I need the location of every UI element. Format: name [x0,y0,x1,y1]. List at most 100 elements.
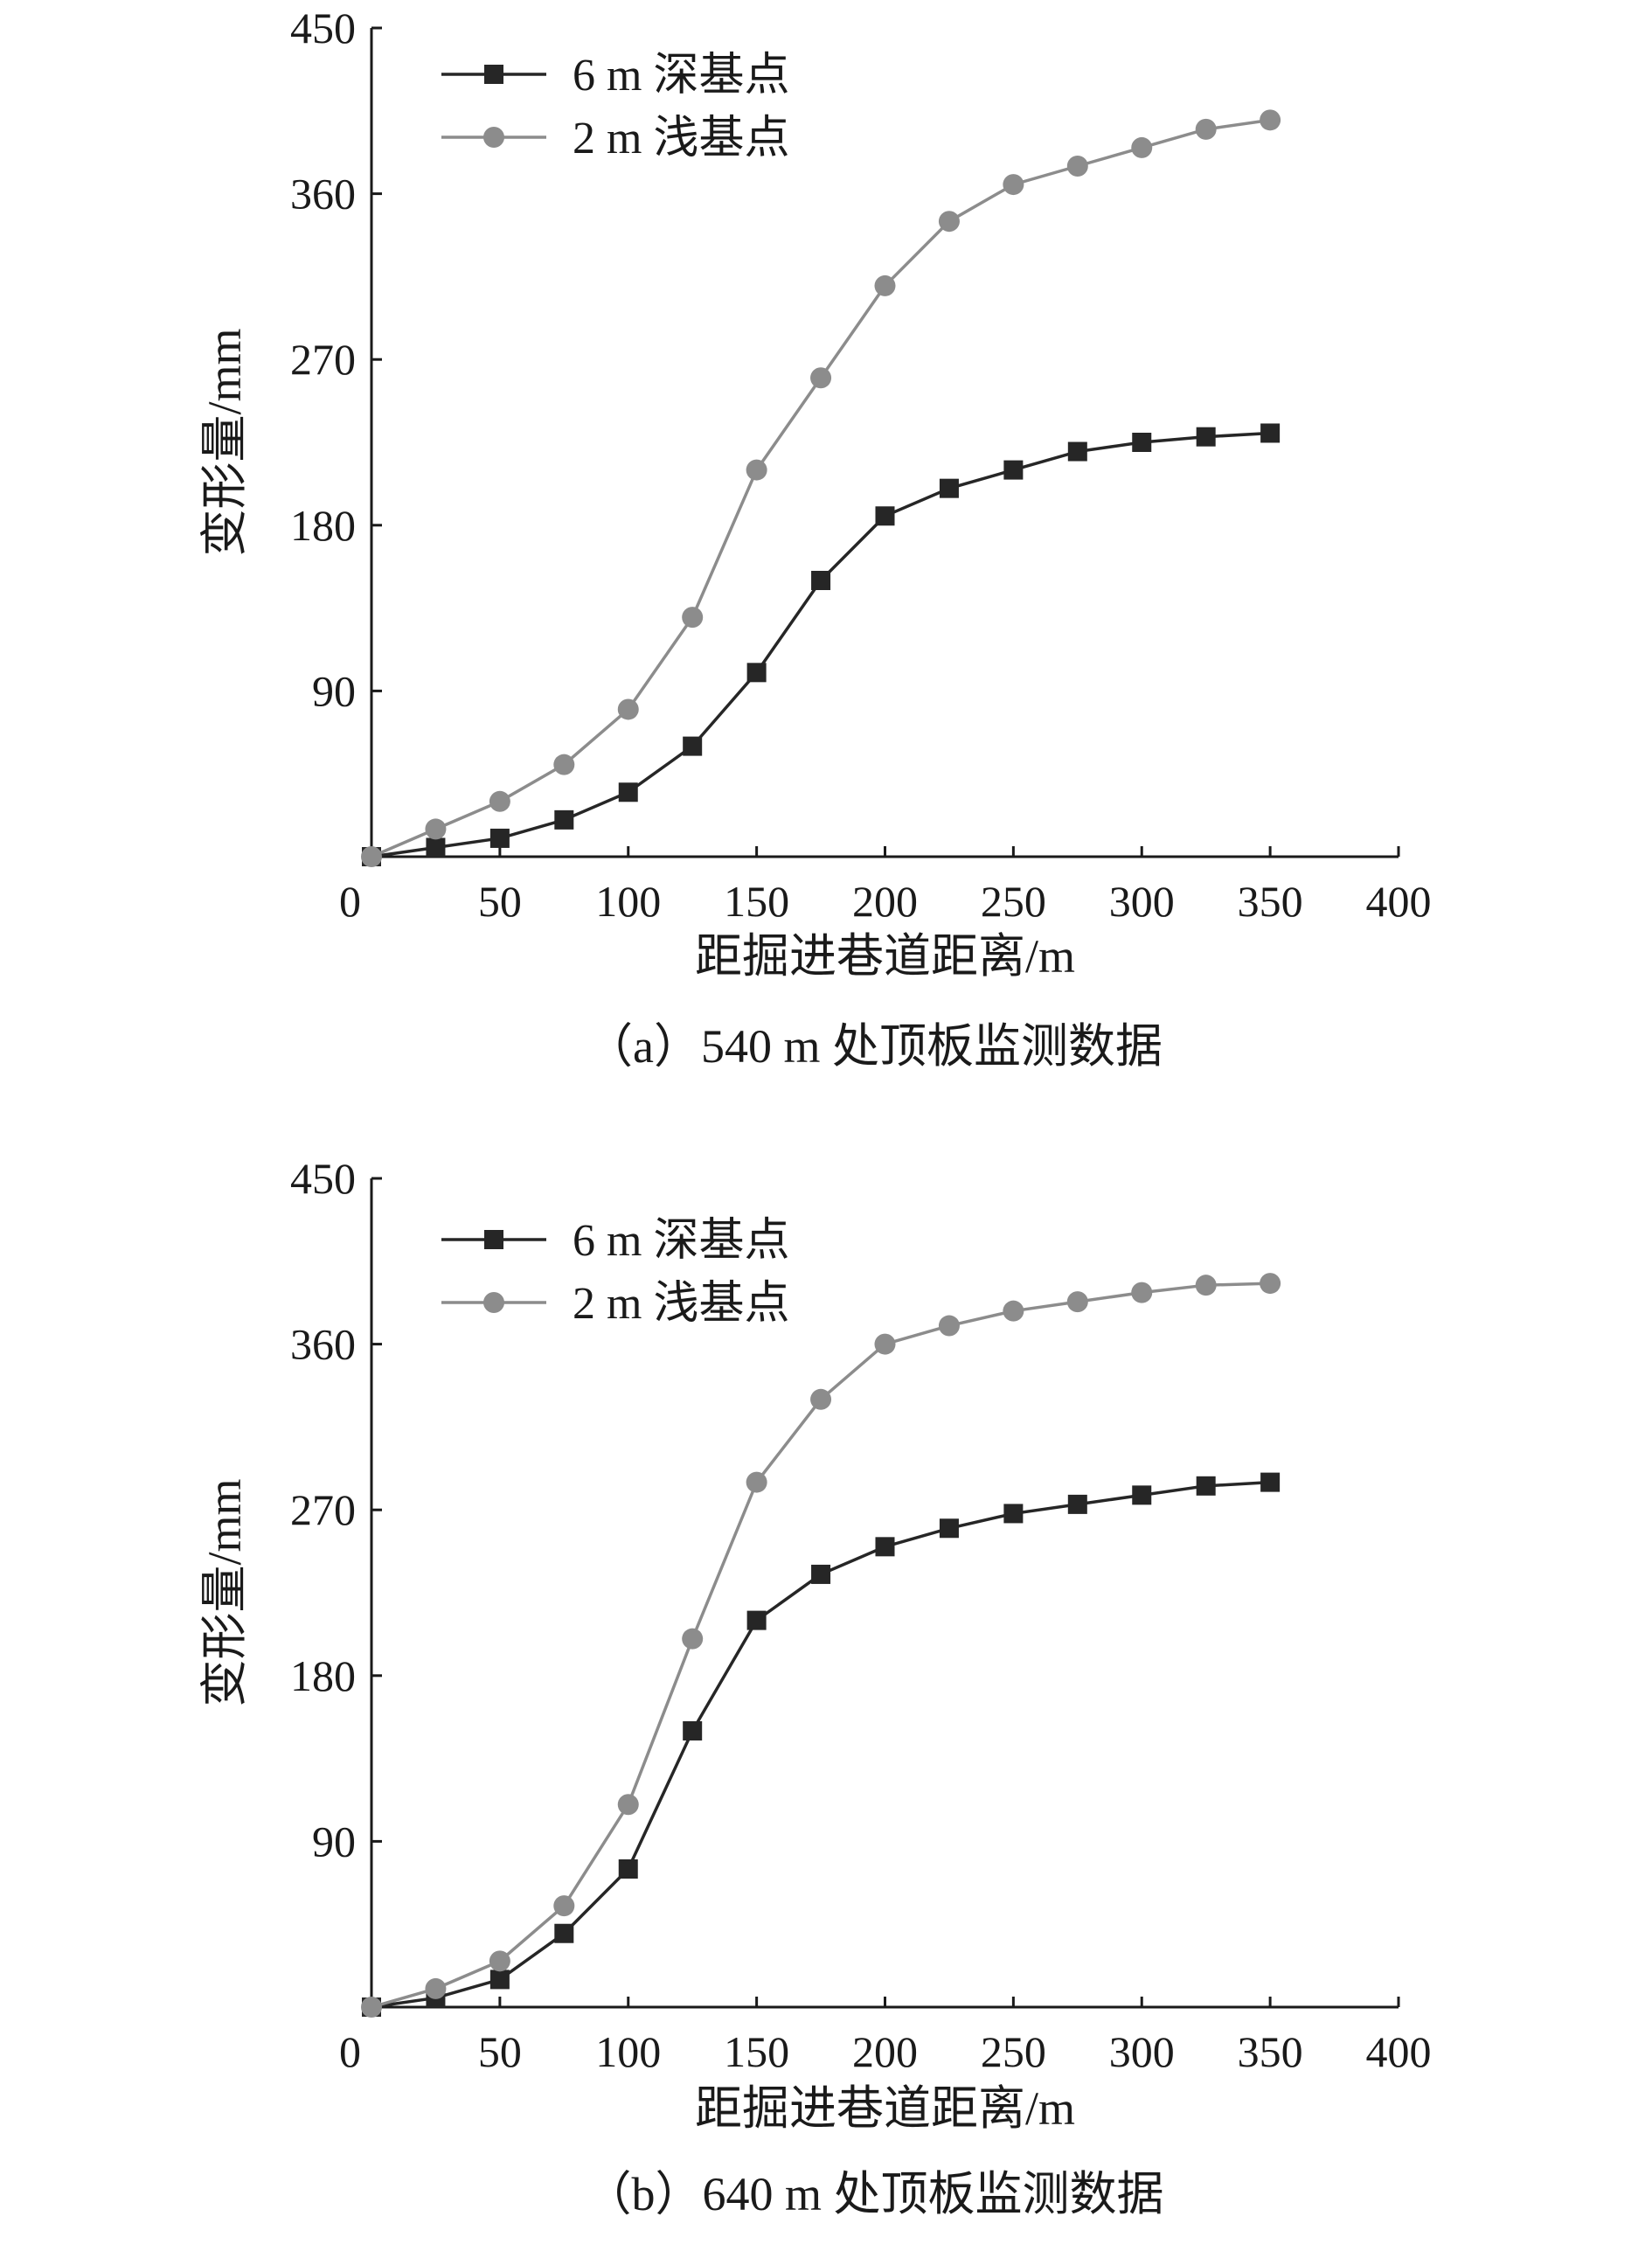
data-point [1067,441,1087,462]
data-point [489,1950,510,1972]
data-point [746,1471,767,1493]
data-point [1132,1485,1152,1505]
series-deep-6m [362,1472,1281,2017]
data-point [553,1895,575,1917]
data-point [1260,1472,1281,1492]
data-point [489,828,510,848]
series-line [371,1480,1271,2009]
data-point [1003,174,1024,196]
y-axis-title: 变形量/mm [198,1478,251,1706]
x-tick-label: 50 [478,2027,522,2076]
y-axis-title: 变形量/mm [198,328,251,556]
data-point [811,571,831,590]
data-point [361,1997,382,2018]
y-tick-label: 450 [290,3,356,52]
data-point [874,274,896,296]
data-point [1196,427,1216,447]
data-point [1260,109,1281,131]
chart-panel-a: 0 50 100 150 200 250 300 350 400 90 180 270 360 450 距掘… [198,3,1432,1073]
legend-entry: 6 m 深基点 [441,51,789,101]
legend-entry: 2 m 浅基点 [441,1279,789,1329]
x-axis-title: 距掘进巷道距离/m [695,930,1075,983]
legend-marker [484,65,503,84]
data-point [617,698,639,720]
data-point [1196,1476,1216,1496]
data-point [426,837,446,858]
series-shallow-2m [361,109,1281,867]
legend-label: 6 m 深基点 [573,51,789,101]
series-line [371,118,1271,858]
x-tick-label: 100 [595,877,661,926]
y-tick-label: 180 [290,501,356,550]
y-tick-label: 360 [290,1320,356,1369]
x-tick-label: 0 [339,2027,361,2076]
data-point [683,1721,703,1740]
series-shallow-2m [361,1273,1281,2018]
y-tick-label: 360 [290,170,356,219]
chart-panel-b: 0 50 100 150 200 250 300 350 400 90 180 270 360 450 距掘… [198,1154,1432,2220]
data-point [810,367,832,389]
x-tick-label: 250 [981,2027,1046,2076]
x-tick-label: 300 [1109,877,1175,926]
x-tick-label: 250 [981,877,1046,926]
data-point [554,809,574,830]
data-point [1067,1494,1087,1514]
y-tick-label: 90 [312,1817,356,1865]
y-tick-label: 270 [290,335,356,384]
x-tick-label: 300 [1109,2027,1175,2076]
data-point [1003,1300,1024,1322]
legend-label: 2 m 浅基点 [573,1279,789,1329]
legend-entry: 6 m 深基点 [441,1216,789,1266]
x-tick-label: 400 [1366,877,1432,926]
legend-marker [483,127,504,148]
legend-label: 6 m 深基点 [573,1216,789,1266]
x-tick-label: 350 [1238,877,1303,926]
data-point [1131,1282,1153,1303]
data-point [683,736,703,756]
y-tick-label: 450 [290,1154,356,1203]
data-point [617,1794,639,1816]
x-tick-label: 200 [852,877,918,926]
x-axis-title: 距掘进巷道距离/m [695,2082,1075,2135]
data-point [875,1537,895,1557]
data-point [938,211,960,233]
legend-marker [483,1292,504,1313]
data-point [746,1610,767,1630]
data-point [875,506,895,526]
y-tick-label: 90 [312,666,356,715]
legend-entry: 2 m 浅基点 [441,114,789,163]
data-point [874,1333,896,1355]
data-point [425,1977,447,1999]
x-tick-label: 150 [724,877,789,926]
data-point [746,663,767,683]
data-point [1260,423,1281,443]
legend-label: 2 m 浅基点 [573,114,789,163]
legend-marker [484,1230,503,1249]
data-point [1066,1291,1088,1313]
x-tick-label: 0 [339,877,361,926]
data-point [1195,118,1217,140]
data-point [810,1388,832,1410]
data-point [1066,156,1088,177]
data-point [1260,1273,1281,1295]
data-point [682,1628,704,1650]
data-point [682,607,704,629]
x-tick-label: 200 [852,2027,918,2076]
data-point [1132,433,1152,452]
data-point [618,1859,638,1879]
data-point [811,1564,831,1584]
y-tick-label: 180 [290,1651,356,1700]
data-point [746,459,767,481]
data-point [618,782,638,802]
data-point [1195,1275,1217,1296]
x-tick-label: 400 [1366,2027,1432,2076]
data-point [1003,460,1024,480]
x-tick-label: 150 [724,2027,789,2076]
x-tick-label: 350 [1238,2027,1303,2076]
data-point [939,1518,959,1539]
panel-caption: （b）640 m 处顶板监测数据 [584,2168,1163,2220]
data-point [939,478,959,498]
data-point [425,818,447,840]
x-tick-label: 50 [478,877,522,926]
data-point [1131,136,1153,158]
